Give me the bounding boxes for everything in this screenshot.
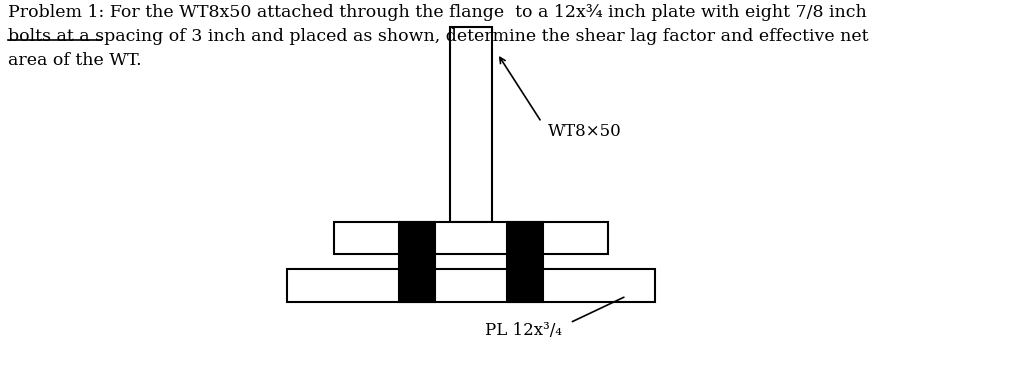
Bar [287, 269, 654, 302]
Bar [506, 222, 542, 302]
Bar [399, 222, 435, 302]
Text: Problem 1: For the WT8x50 attached through the flange  to a 12x¾ inch plate with: Problem 1: For the WT8x50 attached throu… [7, 4, 868, 69]
Bar [450, 27, 492, 222]
Text: WT8×50: WT8×50 [548, 123, 622, 140]
Bar [334, 222, 607, 254]
Text: PL 12x³/₄: PL 12x³/₄ [485, 322, 562, 339]
